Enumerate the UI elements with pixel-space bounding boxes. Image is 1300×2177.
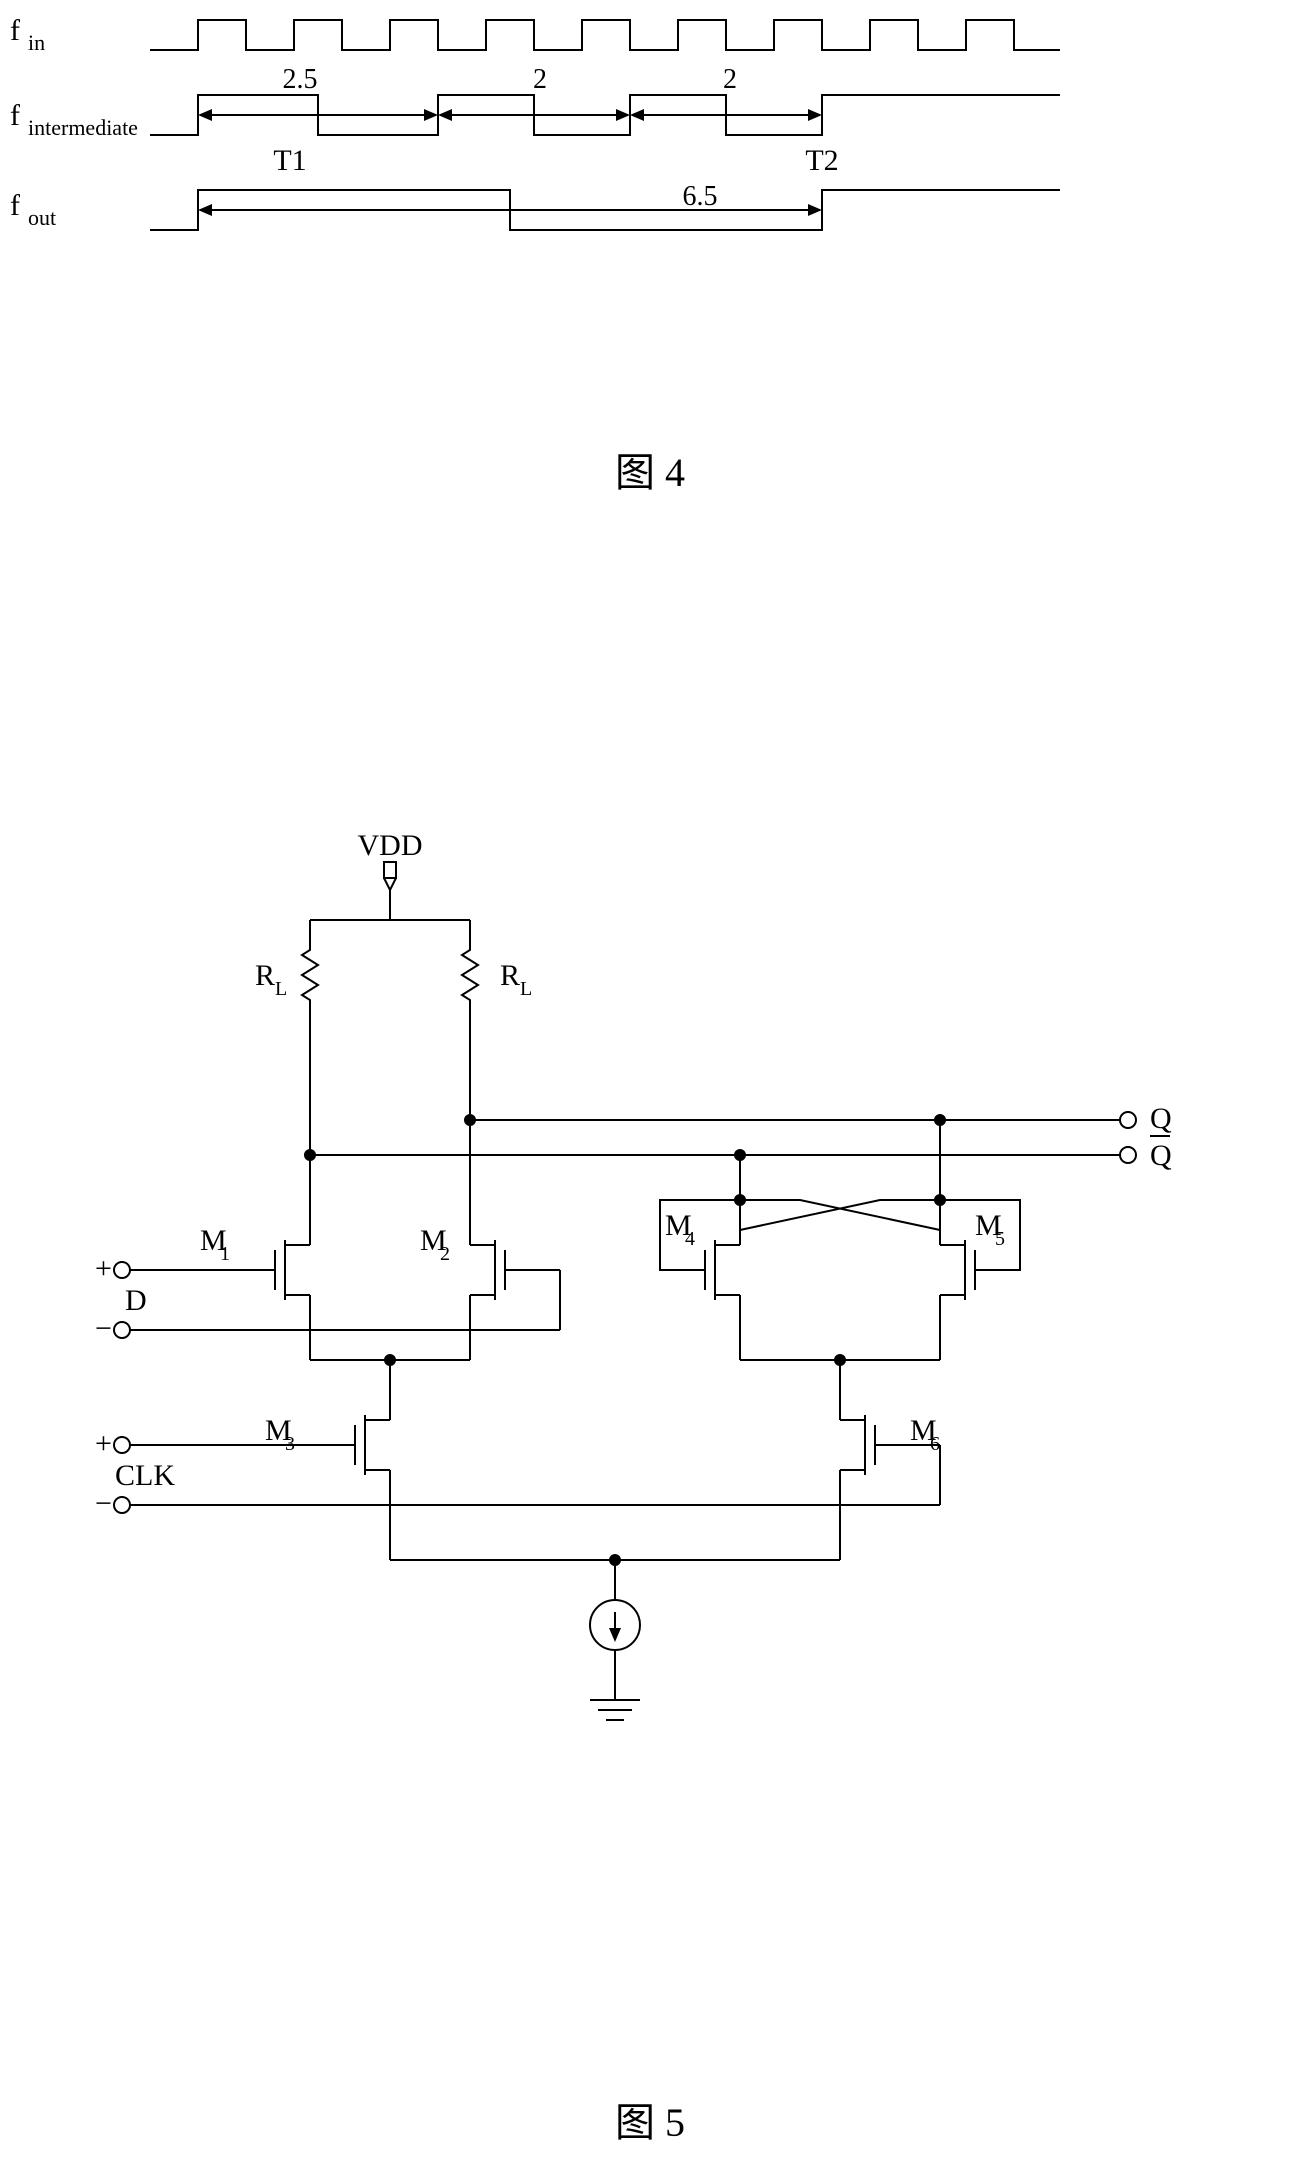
label-D-minus: −	[95, 1312, 112, 1345]
dim-seg2-label: 2	[533, 64, 547, 95]
label-Qbar: Q	[1150, 1139, 1172, 1172]
label-fin-sub: in	[28, 30, 45, 55]
label-RL1-sub: L	[275, 978, 287, 1000]
label-M2-sub: 2	[440, 1243, 450, 1265]
transistor-M5	[940, 1240, 1000, 1300]
label-CLK-minus: −	[95, 1487, 112, 1520]
waveform-fin	[150, 20, 1060, 50]
label-D: D	[125, 1284, 147, 1317]
label-M5-sub: 5	[995, 1228, 1005, 1250]
label-fout-sub: out	[28, 205, 56, 230]
label-fint: f	[10, 99, 20, 132]
label-T2: T2	[805, 144, 838, 177]
timing-diagram: f in f intermediate 2.5 2	[0, 0, 1300, 320]
transistor-M6	[840, 1415, 900, 1475]
label-D-plus: +	[95, 1252, 112, 1285]
label-T1: T1	[273, 144, 306, 177]
label-Q: Q	[1150, 1102, 1172, 1135]
transistor-M2	[470, 1240, 530, 1300]
label-fout: f	[10, 189, 20, 222]
dim-seg3-label: 2	[723, 64, 737, 95]
dim-seg1-label: 2.5	[283, 64, 318, 95]
label-M1-sub: 1	[220, 1243, 230, 1265]
transistor-M1	[250, 1240, 310, 1300]
transistor-M3	[330, 1415, 390, 1475]
circuit-diagram: VDD R L R L Q	[0, 800, 1300, 2100]
label-CLK: CLK	[115, 1459, 175, 1492]
label-RL2-sub: L	[520, 978, 532, 1000]
label-CLK-plus: +	[95, 1427, 112, 1460]
resistor-RL1	[302, 940, 318, 1010]
dim-total-label: 6.5	[683, 181, 718, 212]
label-fin: f	[10, 14, 20, 47]
label-M4-sub: 4	[685, 1228, 695, 1250]
figure4-caption: 图 4	[0, 440, 1300, 498]
label-RL1: R	[255, 959, 275, 992]
figure5-caption: 图 5	[0, 2090, 1300, 2148]
label-vdd: VDD	[358, 829, 423, 862]
label-fint-sub: intermediate	[28, 115, 138, 140]
label-RL2: R	[500, 959, 520, 992]
page: f in f intermediate 2.5 2	[0, 0, 1300, 2177]
resistor-RL2	[462, 940, 478, 1010]
